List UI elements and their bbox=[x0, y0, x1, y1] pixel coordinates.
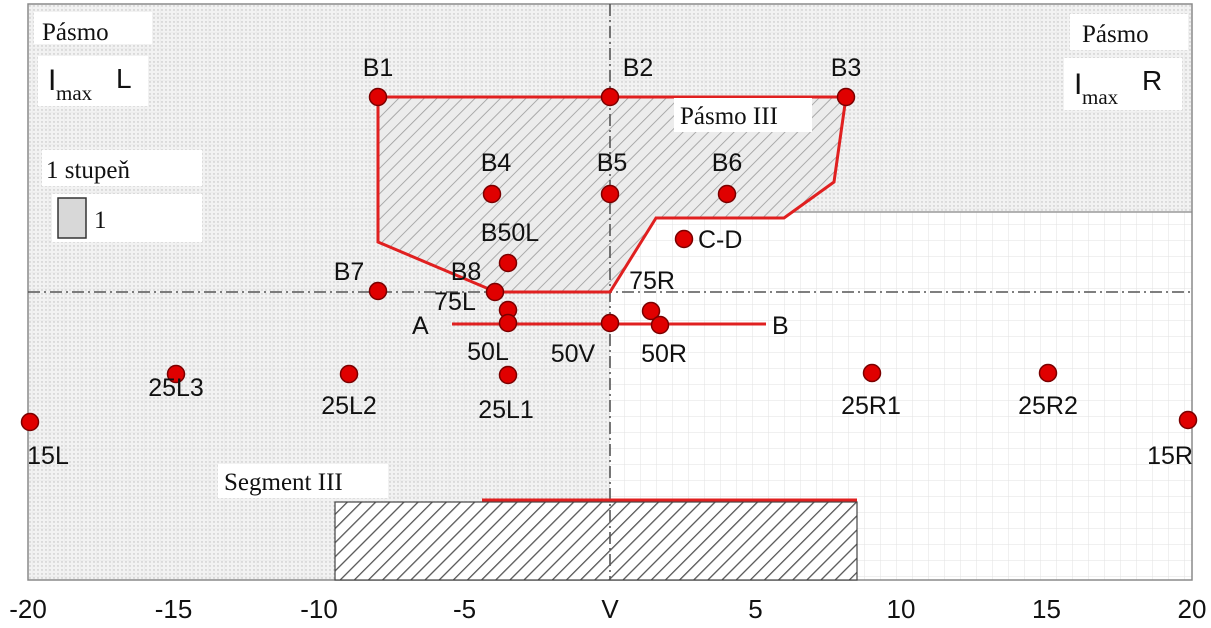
legend-title: 1 stupeň bbox=[46, 157, 131, 184]
point-marker-25r1 bbox=[862, 363, 882, 383]
point-label-75l: 75L bbox=[434, 288, 476, 316]
point-b5: B5 bbox=[597, 149, 628, 204]
point-label-75r: 75R bbox=[629, 267, 675, 295]
point-label-50r: 50R bbox=[641, 340, 687, 368]
point-b1: B1 bbox=[363, 54, 394, 107]
point-25l2: 25L2 bbox=[321, 364, 377, 420]
point-marker-25r2 bbox=[1038, 363, 1058, 383]
point-25r1: 25R1 bbox=[841, 363, 901, 420]
point-marker-b1 bbox=[368, 87, 388, 107]
point-marker-b8 bbox=[485, 282, 505, 302]
zone-imax-left-side: L bbox=[116, 63, 132, 94]
point-marker-25l3 bbox=[166, 364, 186, 384]
point-label-b8: B8 bbox=[451, 258, 482, 286]
point-marker-b7 bbox=[368, 281, 388, 301]
point-50l: 50L bbox=[467, 313, 518, 366]
point-b2: B2 bbox=[600, 54, 654, 107]
point-label-c-d: C-D bbox=[698, 226, 742, 254]
point-c-d: C-D bbox=[674, 226, 742, 254]
zone-labels: Pásmo I max L Pásmo I max R Pásmo III Se… bbox=[34, 12, 1188, 498]
point-marker-25l1 bbox=[498, 365, 518, 385]
legend: 1 stupeň 1 bbox=[42, 150, 202, 242]
point-label-25l2: 25L2 bbox=[321, 392, 377, 420]
point-marker-15r bbox=[1178, 410, 1198, 430]
point-25l3: 25L3 bbox=[148, 364, 204, 402]
zone-imax-left-subscript: max bbox=[56, 81, 93, 105]
point-b3: B3 bbox=[831, 54, 862, 107]
point-b7: B7 bbox=[334, 258, 388, 301]
zone-imax-left-title: Pásmo bbox=[42, 19, 109, 46]
zone-iii-label: Pásmo III bbox=[680, 103, 778, 130]
x-tick-label: 10 bbox=[887, 594, 916, 624]
x-tick-label: -15 bbox=[155, 594, 193, 624]
point-25l1: 25L1 bbox=[478, 365, 534, 424]
point-25r2: 25R2 bbox=[1018, 363, 1078, 420]
point-label-50l: 50L bbox=[467, 338, 509, 366]
zone-imax-right-title: Pásmo bbox=[1082, 21, 1149, 48]
point-15r: 15R bbox=[1147, 410, 1198, 470]
point-marker-c-d bbox=[674, 229, 694, 249]
point-label-b5: B5 bbox=[597, 149, 628, 177]
point-label-b4: B4 bbox=[481, 149, 512, 177]
point-marker-b5 bbox=[600, 184, 620, 204]
point-marker-75r bbox=[641, 301, 661, 321]
point-marker-15l bbox=[20, 412, 40, 432]
point-label-b2: B2 bbox=[623, 54, 654, 82]
point-label-b7: B7 bbox=[334, 258, 365, 286]
point-label-25r1: 25R1 bbox=[841, 392, 901, 420]
x-tick-label: -10 bbox=[300, 594, 338, 624]
point-b4: B4 bbox=[481, 149, 512, 204]
line-a-label: A bbox=[412, 312, 429, 340]
zone-imax-right-subscript: max bbox=[1082, 85, 1119, 109]
line-b-label: B bbox=[772, 312, 789, 340]
point-b50l: B50L bbox=[481, 219, 539, 273]
x-tick-label: 5 bbox=[748, 594, 762, 624]
point-marker-b4 bbox=[482, 184, 502, 204]
x-tick-label: 20 bbox=[1178, 594, 1207, 624]
point-15l: 15L bbox=[20, 412, 69, 470]
x-tick-label: -5 bbox=[453, 594, 476, 624]
point-label-25l1: 25L1 bbox=[478, 396, 534, 424]
point-marker-25l2 bbox=[339, 364, 359, 384]
segment-iii-label: Segment III bbox=[224, 469, 343, 496]
point-marker-b3 bbox=[836, 87, 856, 107]
point-75l: 75L bbox=[434, 288, 518, 320]
point-marker-50r bbox=[650, 315, 670, 335]
zone-imax-left-symbol: I bbox=[48, 64, 56, 97]
point-label-50v: 50V bbox=[551, 340, 596, 368]
legend-swatch-label: 1 bbox=[94, 207, 107, 234]
zone-imax-right-side: R bbox=[1142, 65, 1162, 96]
point-label-b50l: B50L bbox=[481, 219, 539, 247]
point-label-25r2: 25R2 bbox=[1018, 392, 1078, 420]
point-marker-b50l bbox=[498, 253, 518, 273]
point-50r: 50R bbox=[641, 315, 687, 368]
legend-swatch bbox=[57, 197, 87, 239]
x-axis-ticks: -20 -15 -10 -5 V 5 10 15 20 bbox=[9, 594, 1206, 624]
segment-iii-region bbox=[334, 501, 858, 581]
point-marker-50v bbox=[600, 313, 620, 333]
point-label-b3: B3 bbox=[831, 54, 862, 82]
point-marker-b6 bbox=[717, 184, 737, 204]
zone-imax-right-symbol: I bbox=[1074, 68, 1082, 101]
point-b6: B6 bbox=[712, 149, 743, 204]
x-tick-label: -20 bbox=[9, 594, 47, 624]
point-marker-50l bbox=[498, 313, 518, 333]
point-marker-b2 bbox=[600, 87, 620, 107]
zone-iii-boundary bbox=[376, 95, 848, 294]
point-label-15r: 15R bbox=[1147, 442, 1193, 470]
point-label-b1: B1 bbox=[363, 54, 394, 82]
point-label-15l: 15L bbox=[27, 442, 69, 470]
point-50v: 50V bbox=[551, 313, 620, 368]
x-tick-label: 15 bbox=[1032, 594, 1061, 624]
point-label-b6: B6 bbox=[712, 149, 743, 177]
point-75r: 75R bbox=[629, 267, 675, 321]
x-tick-label: V bbox=[601, 594, 619, 624]
point-label-25l3: 25L3 bbox=[148, 374, 204, 402]
point-b8: B8 bbox=[451, 258, 505, 302]
